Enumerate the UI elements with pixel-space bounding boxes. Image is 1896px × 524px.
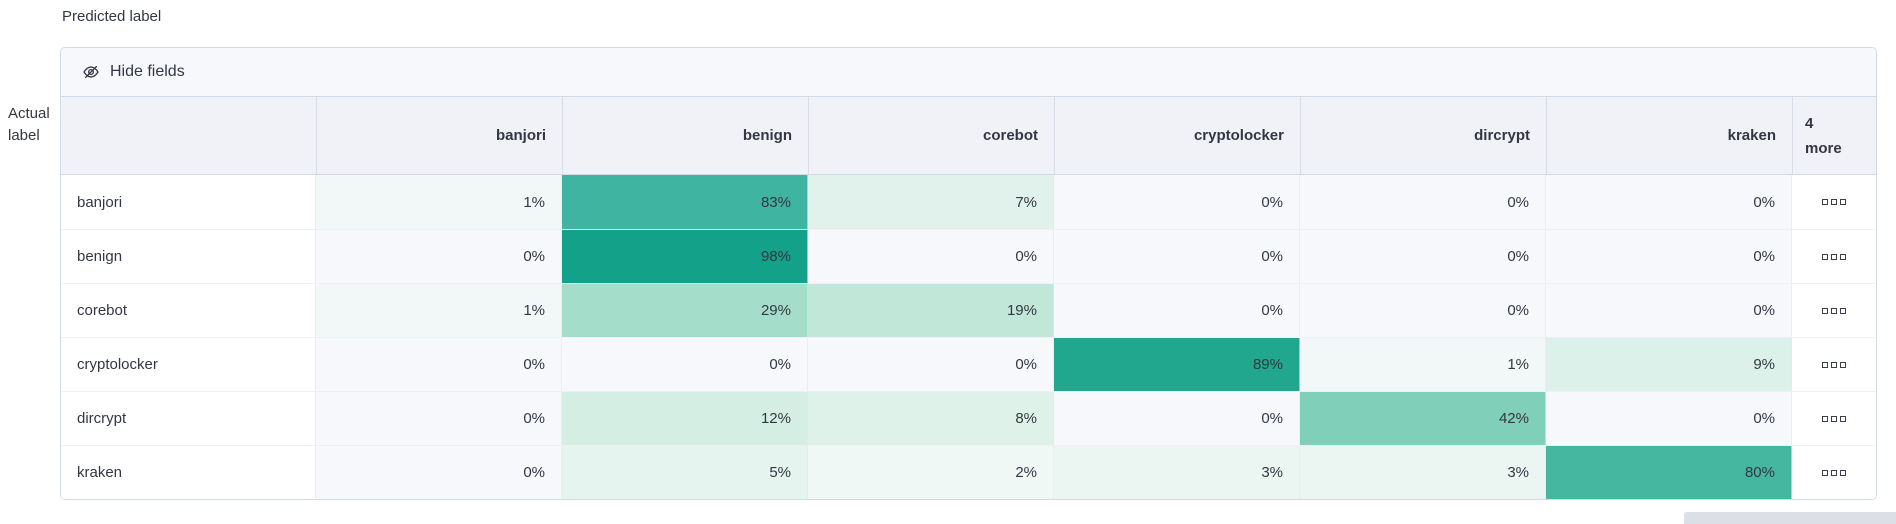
matrix-cell: 19% [808,284,1054,337]
more-columns-header: 4 more [1792,97,1876,174]
matrix-cell: 1% [316,175,562,229]
matrix-cell: 98% [562,230,808,283]
matrix-cell: 5% [562,446,808,499]
grid-row-kraken: kraken 0% 5% 2% 3% 3% 80% [61,445,1876,499]
matrix-cell: 0% [1054,392,1300,445]
row-label: cryptolocker [61,338,316,391]
matrix-cell: 0% [1546,284,1792,337]
column-header-corebot: corebot [808,97,1054,174]
matrix-cell: 0% [1300,175,1546,229]
matrix-cell: 0% [1054,175,1300,229]
boxes-horizontal-icon [1822,469,1846,476]
matrix-cell: 0% [316,392,562,445]
data-grid: Hide fields banjori benign corebot cryptolo… [60,47,1877,500]
matrix-cell: 0% [1546,392,1792,445]
matrix-cell: 0% [808,338,1054,391]
matrix-cell: 8% [808,392,1054,445]
grid-header-row: banjori benign corebot cryptolocker dircrypt… [61,97,1876,175]
boxes-horizontal-icon [1822,253,1846,260]
grid-toolbar: Hide fields [61,48,1876,97]
matrix-cell: 0% [1300,230,1546,283]
corner-cell [61,97,316,174]
actual-label-line1: Actual [8,105,50,122]
matrix-cell: 7% [808,175,1054,229]
row-label: benign [61,230,316,283]
boxes-horizontal-icon [1822,415,1846,422]
more-columns-count: 4 [1805,114,1814,132]
matrix-cell: 0% [1300,284,1546,337]
row-label: kraken [61,446,316,499]
more-columns-button[interactable] [1792,392,1876,445]
more-columns-button[interactable] [1792,284,1876,337]
matrix-cell: 0% [316,338,562,391]
grid-row-dircrypt: dircrypt 0% 12% 8% 0% 42% 0% [61,391,1876,445]
matrix-cell: 0% [1546,175,1792,229]
eye-closed-icon [83,65,99,79]
matrix-cell: 12% [562,392,808,445]
more-columns-button[interactable] [1792,175,1876,229]
column-header-benign: benign [562,97,808,174]
column-header-banjori: banjori [316,97,562,174]
column-header-dircrypt: dircrypt [1300,97,1546,174]
matrix-cell: 1% [316,284,562,337]
matrix-cell: 83% [562,175,808,229]
actual-label-line2: label [8,127,40,144]
matrix-cell: 29% [562,284,808,337]
row-label: banjori [61,175,316,229]
horizontal-scrollbar[interactable] [1684,512,1896,524]
matrix-cell: 3% [1054,446,1300,499]
grid-row-benign: benign 0% 98% 0% 0% 0% 0% [61,229,1876,283]
row-label: corebot [61,284,316,337]
grid-row-banjori: banjori 1% 83% 7% 0% 0% 0% [61,175,1876,229]
matrix-cell: 0% [316,230,562,283]
matrix-cell: 0% [316,446,562,499]
matrix-cell: 1% [1300,338,1546,391]
more-columns-word: more [1805,139,1842,157]
matrix-cell: 0% [1054,230,1300,283]
row-label: dircrypt [61,392,316,445]
matrix-cell: 0% [1054,284,1300,337]
hide-fields-button[interactable]: Hide fields [82,63,185,81]
column-header-cryptolocker: cryptolocker [1054,97,1300,174]
more-columns-button[interactable] [1792,446,1876,499]
predicted-label: Predicted label [62,8,162,25]
matrix-cell: 80% [1546,446,1792,499]
matrix-cell: 42% [1300,392,1546,445]
matrix-cell: 3% [1300,446,1546,499]
boxes-horizontal-icon [1822,307,1846,314]
more-columns-button[interactable] [1792,338,1876,391]
boxes-horizontal-icon [1822,361,1846,368]
matrix-cell: 89% [1054,338,1300,391]
matrix-cell: 2% [808,446,1054,499]
matrix-cell: 0% [808,230,1054,283]
grid-body: banjori 1% 83% 7% 0% 0% 0% benign 0% 98% 0% 0% 0% 0% c… [61,175,1876,499]
grid-row-cryptolocker: cryptolocker 0% 0% 0% 89% 1% 9% [61,337,1876,391]
more-columns-button[interactable] [1792,230,1876,283]
boxes-horizontal-icon [1822,199,1846,205]
actual-label: Actual label [8,103,50,147]
matrix-cell: 0% [562,338,808,391]
column-header-kraken: kraken [1546,97,1792,174]
grid-row-corebot: corebot 1% 29% 19% 0% 0% 0% [61,283,1876,337]
hide-fields-label: Hide fields [110,63,185,80]
matrix-cell: 9% [1546,338,1792,391]
matrix-cell: 0% [1546,230,1792,283]
